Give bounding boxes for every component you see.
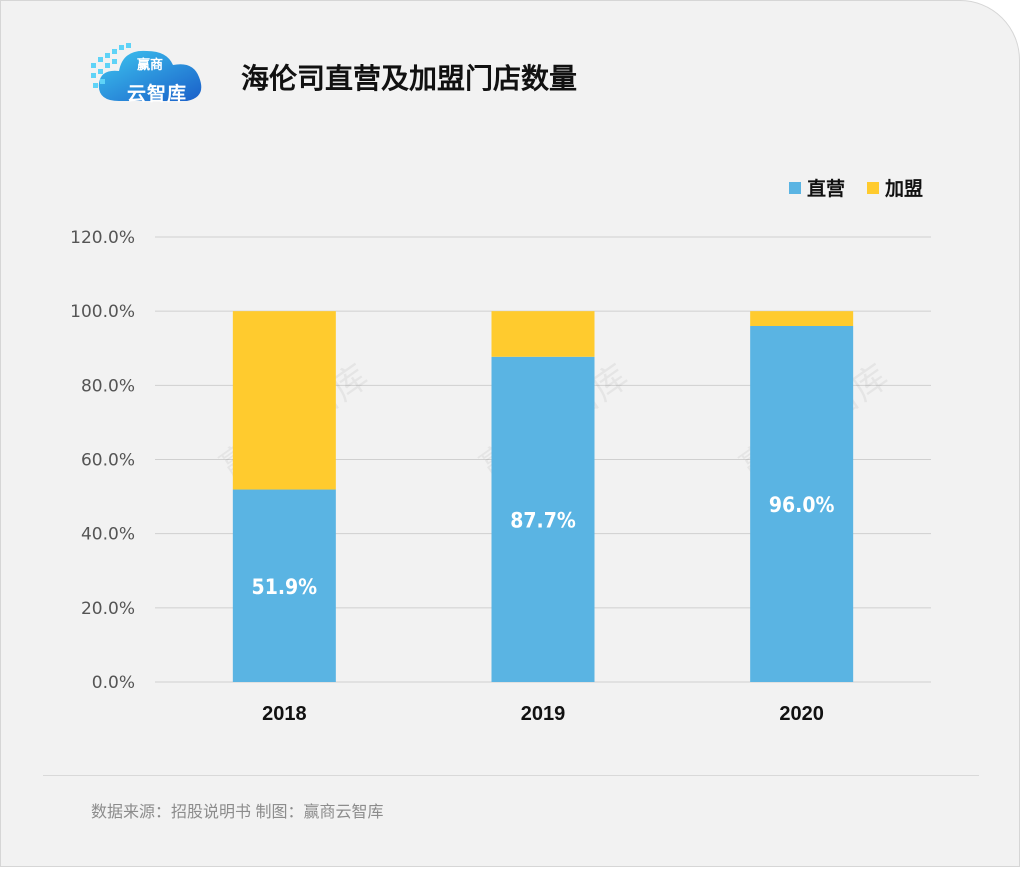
bar-data-label: 96.0% bbox=[769, 493, 835, 517]
y-tick-label: 100.0% bbox=[70, 302, 135, 322]
y-tick-label: 40.0% bbox=[81, 525, 135, 545]
y-tick-label: 60.0% bbox=[81, 451, 135, 471]
bar-data-label: 87.7% bbox=[510, 508, 576, 532]
chart-title: 海伦司直营及加盟门店数量 bbox=[241, 63, 578, 94]
y-tick-label: 80.0% bbox=[81, 376, 135, 396]
bar-direct bbox=[750, 326, 854, 682]
bar-franchise bbox=[232, 311, 336, 490]
y-tick-label: 0.0% bbox=[92, 673, 135, 693]
logo-name-text: 云智库 bbox=[127, 84, 188, 105]
y-tick-label: 120.0% bbox=[70, 228, 135, 248]
bar-direct bbox=[232, 489, 336, 682]
footer-divider bbox=[43, 775, 979, 776]
legend-item-direct: 直营 bbox=[788, 174, 845, 201]
x-tick-label: 2019 bbox=[521, 703, 566, 725]
logo-brand-text: 赢商 bbox=[137, 57, 164, 72]
chart-legend: 直营 加盟 bbox=[767, 174, 923, 201]
legend-label-franchise: 加盟 bbox=[884, 179, 923, 200]
legend-item-franchise: 加盟 bbox=[866, 174, 923, 201]
bar-franchise bbox=[491, 311, 595, 357]
x-tick-label: 2020 bbox=[779, 703, 824, 725]
x-tick-label: 2018 bbox=[262, 703, 307, 725]
legend-label-direct: 直营 bbox=[806, 179, 845, 200]
logo-cloud-icon bbox=[91, 43, 202, 101]
bar-direct bbox=[491, 356, 595, 682]
source-note: 数据来源：招股说明书 制图：赢商云智库 bbox=[91, 804, 384, 821]
y-tick-label: 20.0% bbox=[81, 599, 135, 619]
bar-franchise bbox=[750, 311, 854, 326]
legend-swatch-direct bbox=[788, 181, 801, 194]
bar-data-label: 51.9% bbox=[252, 575, 318, 599]
legend-swatch-franchise bbox=[866, 181, 879, 194]
